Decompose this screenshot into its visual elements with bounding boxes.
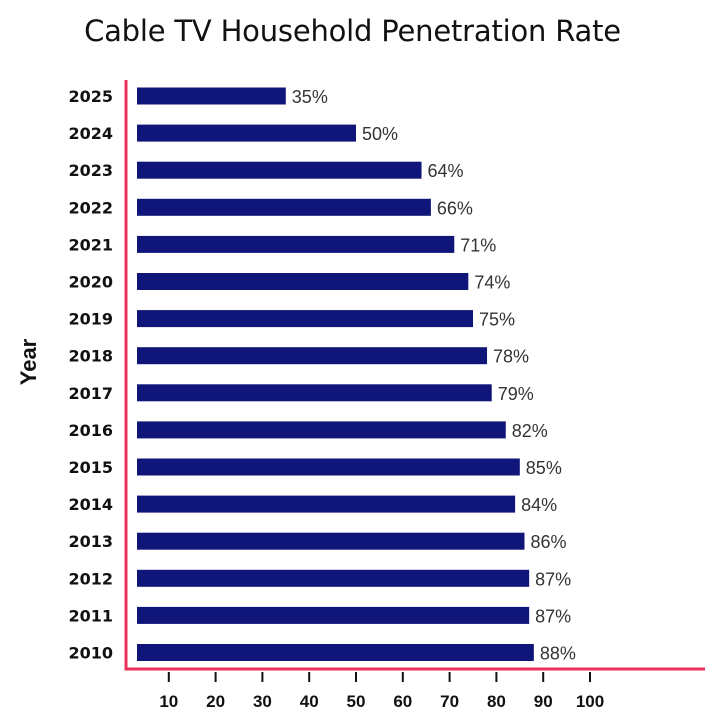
data-label-2017: 79%: [498, 384, 534, 404]
y-tick-label-2016: 2016: [68, 421, 113, 440]
y-tick-label-2011: 2011: [68, 606, 113, 625]
y-tick-label-2024: 2024: [68, 124, 113, 143]
bar-2016: [137, 421, 506, 439]
data-label-2022: 66%: [437, 198, 473, 218]
bar-2018: [137, 347, 488, 365]
y-tick-label-2017: 2017: [68, 384, 113, 403]
y-tick-label-2023: 2023: [68, 161, 113, 180]
y-tick-label-2019: 2019: [68, 310, 113, 329]
data-label-2024: 50%: [362, 124, 398, 144]
x-tick-label-100: 100: [576, 692, 604, 711]
x-tick-label-70: 70: [440, 692, 459, 711]
bar-2025: [137, 87, 286, 105]
data-label-2012: 87%: [535, 569, 571, 589]
y-tick-label-2025: 2025: [68, 87, 113, 106]
data-label-2016: 82%: [512, 421, 548, 441]
data-label-2023: 64%: [428, 161, 464, 181]
bar-2013: [137, 532, 525, 550]
x-tick-label-30: 30: [253, 692, 272, 711]
bar-2017: [137, 384, 492, 402]
x-tick-label-40: 40: [300, 692, 319, 711]
data-label-2010: 88%: [540, 644, 576, 664]
y-tick-label-2021: 2021: [68, 235, 113, 254]
bar-2012: [137, 569, 530, 587]
bar-2021: [137, 235, 455, 253]
x-tick-label-50: 50: [347, 692, 366, 711]
bar-2011: [137, 606, 530, 624]
bar-2015: [137, 458, 520, 476]
data-label-2014: 84%: [521, 495, 557, 515]
y-tick-label-2015: 2015: [68, 458, 113, 477]
x-tick-label-80: 80: [487, 692, 506, 711]
chart-title: Cable TV Household Penetration Rate: [84, 14, 621, 48]
bar-2020: [137, 273, 469, 290]
bar-2014: [137, 495, 516, 513]
bar-2010: [137, 644, 534, 661]
y-axis-label: Year: [16, 338, 41, 385]
data-label-2013: 86%: [530, 532, 566, 552]
y-tick-label-2022: 2022: [68, 198, 113, 217]
bar-2022: [137, 198, 431, 216]
y-tick-label-2010: 2010: [68, 644, 113, 663]
y-tick-label-2012: 2012: [68, 569, 113, 588]
data-label-2021: 71%: [460, 235, 496, 255]
y-tick-label-2018: 2018: [68, 347, 113, 366]
x-tick-label-60: 60: [393, 692, 412, 711]
data-label-2011: 87%: [535, 606, 571, 626]
bar-2019: [137, 310, 473, 328]
data-label-2025: 35%: [292, 87, 328, 107]
data-label-2019: 75%: [479, 310, 515, 330]
y-tick-label-2013: 2013: [68, 532, 113, 551]
data-label-2015: 85%: [526, 458, 562, 478]
data-label-2018: 78%: [493, 347, 529, 367]
x-tick-label-90: 90: [534, 692, 553, 711]
y-tick-label-2014: 2014: [68, 495, 113, 514]
data-label-2020: 74%: [474, 273, 510, 293]
x-tick-label-20: 20: [206, 692, 225, 711]
bar-2023: [137, 161, 422, 179]
y-tick-label-2020: 2020: [68, 273, 113, 292]
x-tick-label-10: 10: [159, 692, 178, 711]
bar-2024: [137, 124, 356, 142]
